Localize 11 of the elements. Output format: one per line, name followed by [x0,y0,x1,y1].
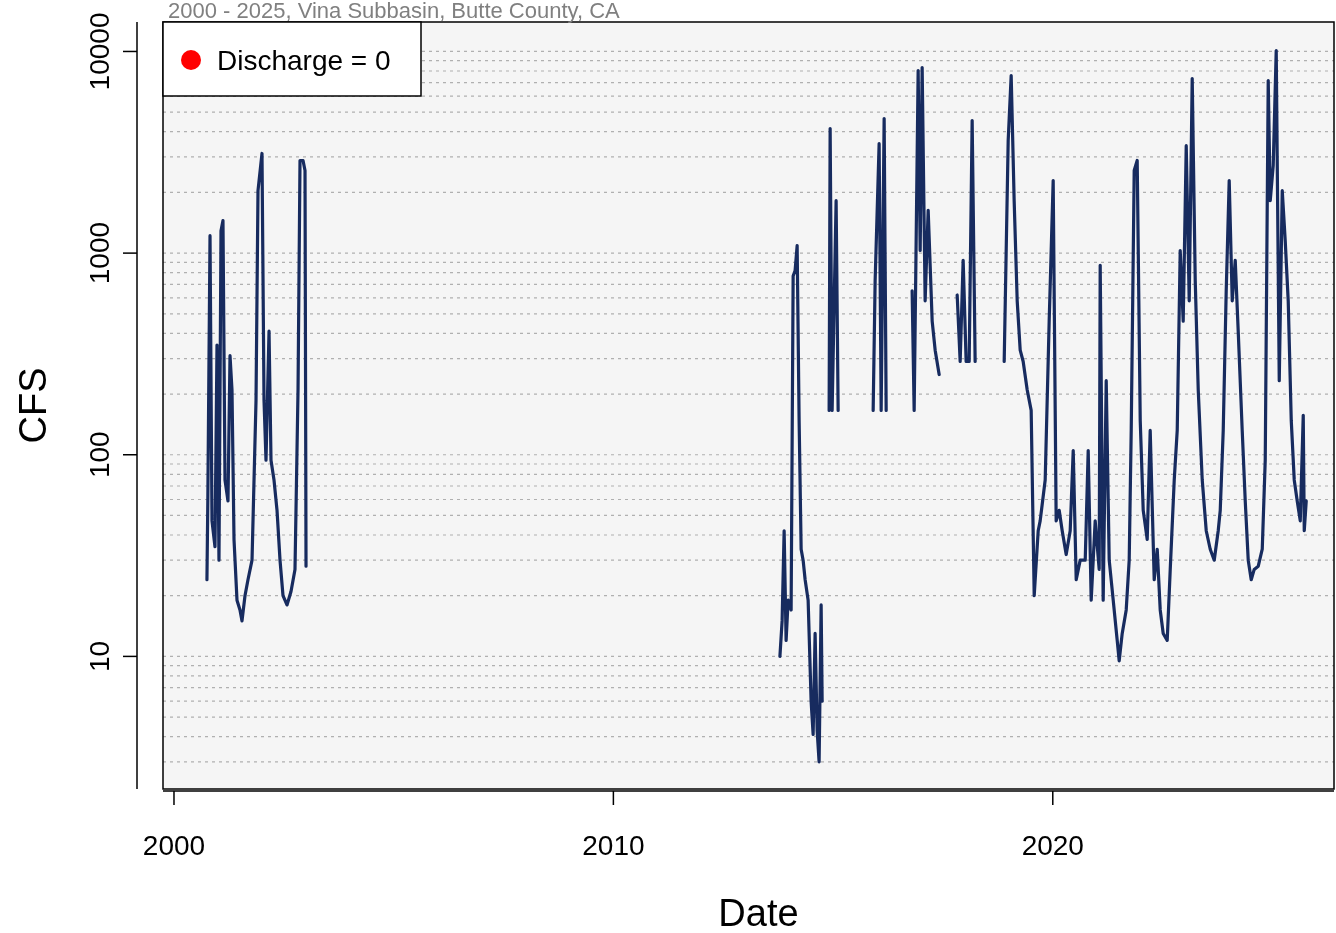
x-tick-label: 2020 [1021,830,1084,861]
y-tick-label: 100 [84,431,115,479]
y-tick-label: 10000 [84,12,115,91]
legend-label: Discharge = 0 [217,45,391,76]
y-tick-label: 10 [84,640,115,672]
y-tick-label: 1000 [84,221,115,285]
chart-subtitle: 2000 - 2025, Vina Subbasin, Butte County, CA [168,0,621,23]
y-axis-title: CFS [12,367,54,444]
x-tick-label: 2000 [142,830,206,861]
x-axis-title: Date [718,892,799,933]
x-tick-label: 2010 [582,830,645,861]
